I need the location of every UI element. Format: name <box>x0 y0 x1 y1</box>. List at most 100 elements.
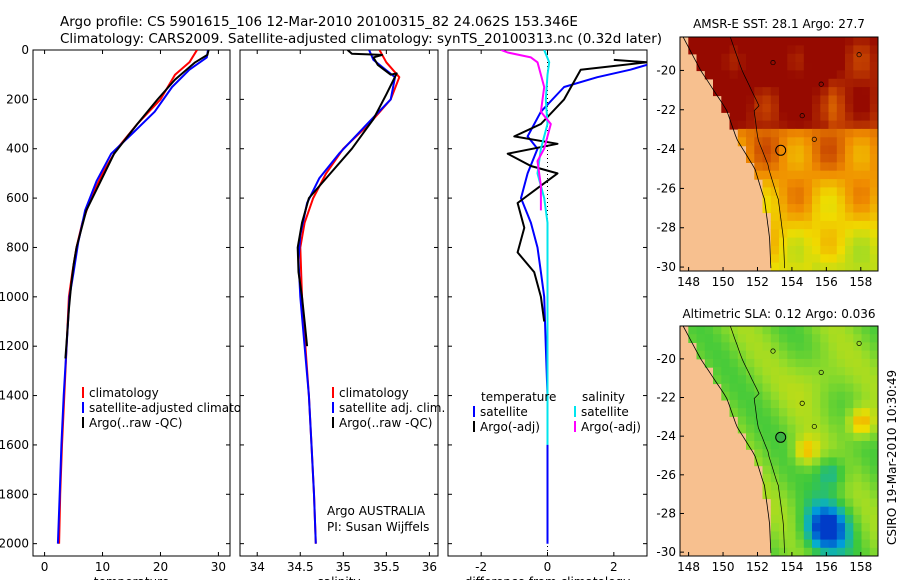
map-cell <box>754 367 764 376</box>
map-cell <box>770 523 780 532</box>
map-cell <box>746 70 755 80</box>
map-cell <box>869 78 878 88</box>
float-position-marker <box>775 431 787 443</box>
map-cell <box>861 95 871 105</box>
y-tick-label: -28 <box>656 221 676 235</box>
map-cell <box>853 37 863 46</box>
map-cell <box>704 53 714 63</box>
map-cell <box>770 416 780 426</box>
map-cell <box>845 498 854 508</box>
map-cell <box>861 465 871 475</box>
map-cell <box>812 37 821 46</box>
map-cell <box>853 358 863 368</box>
map-cell <box>704 45 714 55</box>
map-cell <box>853 498 863 508</box>
map-cell <box>869 120 878 130</box>
map-cell <box>861 170 871 180</box>
map-cell <box>762 45 772 55</box>
map-cell <box>869 539 878 549</box>
map-cell <box>812 145 821 155</box>
map-cell <box>737 137 747 147</box>
map-cell <box>737 416 747 426</box>
map-cell <box>803 145 813 155</box>
map-cell <box>820 204 830 214</box>
map-cell <box>836 187 846 197</box>
map-cell <box>779 120 788 130</box>
map-cell <box>820 245 830 255</box>
map-cell <box>721 45 731 55</box>
map-cell <box>861 498 871 508</box>
reef-outline <box>770 348 776 354</box>
x-tick-label: 36 <box>422 560 437 574</box>
map-cell <box>795 547 805 556</box>
map-cell <box>861 539 871 549</box>
map-cell <box>787 358 797 368</box>
map-cell <box>779 220 788 230</box>
map-cell <box>770 326 780 335</box>
map-cell <box>820 424 830 434</box>
map-cell <box>770 162 780 172</box>
map-cell <box>861 53 871 63</box>
map-cell <box>746 416 755 426</box>
title-line-1: Argo profile: CS 5901615_106 12-Mar-2010… <box>60 14 578 30</box>
map-cell <box>762 137 772 147</box>
map-cell <box>869 367 878 376</box>
map-cell <box>803 154 813 163</box>
map-cell <box>803 103 813 113</box>
map-cell <box>812 179 821 189</box>
map-cell <box>869 245 878 255</box>
map-cell <box>812 342 821 352</box>
map-cell <box>845 128 854 138</box>
map-cell <box>828 506 838 516</box>
map-cell <box>845 514 854 524</box>
map-cell <box>729 342 739 352</box>
x-tick-label: 2 <box>610 560 618 574</box>
map-cell <box>737 350 747 360</box>
map-cell <box>853 473 863 483</box>
map-cell <box>836 449 846 458</box>
map-cell <box>812 326 821 335</box>
map-cell <box>828 229 838 239</box>
map-cell <box>787 112 797 122</box>
map-cell <box>828 37 838 46</box>
map-cell <box>762 441 772 450</box>
map-cell <box>820 170 830 180</box>
map-cell <box>803 457 813 467</box>
legend-label: Argo(-adj) <box>480 420 540 434</box>
x-tick-label: 158 <box>849 560 872 574</box>
map-cell <box>828 449 838 458</box>
map-cell <box>836 95 846 105</box>
y-tick-label: 600 <box>6 191 29 205</box>
map-cell <box>820 358 830 368</box>
map-cell <box>795 212 805 222</box>
map-cell <box>746 103 755 113</box>
map-cell <box>861 154 871 163</box>
map-cell <box>779 498 788 508</box>
map-cell <box>845 162 854 172</box>
map-cell <box>754 350 764 360</box>
map-cell <box>762 128 772 138</box>
map-cell <box>770 399 780 409</box>
map-cell <box>762 391 772 401</box>
map-cell <box>812 416 821 426</box>
map-cell <box>779 441 788 450</box>
x-tick-label: 156 <box>815 560 838 574</box>
y-tick-label: 2000 <box>0 537 29 551</box>
y-tick-label: -20 <box>656 352 676 366</box>
map-cell <box>770 539 780 549</box>
map-cell <box>828 154 838 163</box>
map-cell <box>737 37 747 46</box>
map-cell <box>828 531 838 541</box>
map-cell <box>845 383 854 393</box>
map-cell <box>812 170 821 180</box>
map-cell <box>820 187 830 197</box>
map-cell <box>795 53 805 63</box>
map-cell <box>803 87 813 97</box>
map-cell <box>812 523 821 532</box>
map-cell <box>861 62 871 72</box>
map-cell <box>737 95 747 105</box>
map-cell <box>803 367 813 376</box>
map-cell <box>853 375 863 385</box>
map-cell <box>737 78 747 88</box>
map-cell <box>770 62 780 72</box>
